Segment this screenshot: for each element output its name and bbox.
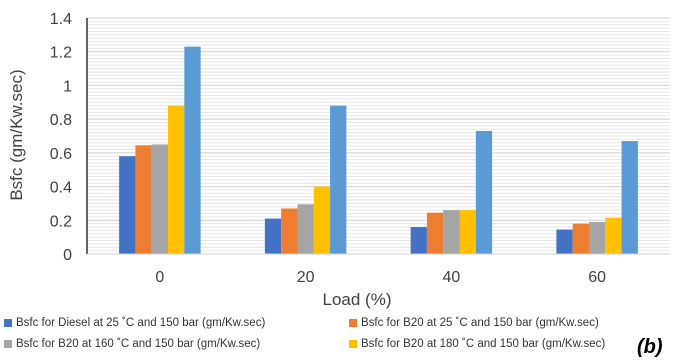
bar — [135, 145, 152, 254]
y-tick-label: 0.8 — [50, 112, 72, 129]
bar-chart: 0 0.2 0.4 0.6 0.8 1 1.2 1.4 0 20 40 60 Bsfc (gm/Kw… — [7, 11, 670, 309]
legend-item-b20-160: Bsfc for B20 at 160 ˚C and 150 bar (gm/K… — [4, 338, 260, 350]
legend-swatch — [4, 340, 12, 348]
y-tick-label: 0.6 — [50, 146, 72, 163]
panel-label: (b) — [637, 336, 663, 358]
bar — [264, 218, 282, 254]
bar — [151, 144, 169, 254]
x-tick-label: 20 — [297, 269, 315, 286]
bar — [588, 221, 606, 254]
x-tick-labels: 0 20 40 60 — [155, 269, 606, 286]
bar — [184, 46, 201, 255]
bar — [443, 210, 460, 254]
bar — [281, 208, 298, 254]
y-tick-label: 1 — [63, 78, 72, 95]
bar — [459, 210, 476, 254]
y-tick-label: 1.4 — [50, 11, 72, 28]
legend-item-b20-25: Bsfc for B20 at 25 ˚C and 150 bar (gm/Kw… — [349, 317, 599, 329]
y-tick-label: 0.4 — [50, 180, 72, 197]
bar — [119, 156, 136, 254]
legend: Bsfc for Diesel at 25 ˚C and 150 bar (gm… — [0, 312, 675, 361]
bar — [556, 229, 573, 254]
y-tick-label: 0 — [63, 247, 72, 264]
axes — [86, 18, 670, 255]
legend-swatch — [349, 319, 357, 327]
bar — [297, 204, 314, 254]
y-axis-label: Bsfc (gm/Kw.sec) — [7, 69, 26, 200]
legend-label: Bsfc for Diesel at 25 ˚C and 150 bar (gm… — [16, 317, 266, 329]
bar — [330, 105, 347, 255]
legend-swatch — [4, 319, 12, 327]
bar — [313, 186, 331, 254]
bar — [168, 105, 185, 255]
x-tick-label: 40 — [442, 269, 460, 286]
legend-label: Bsfc for B20 at 160 ˚C and 150 bar (gm/K… — [16, 338, 261, 350]
x-tick-label: 60 — [588, 269, 606, 286]
x-axis-label: Load (%) — [323, 290, 392, 309]
bar — [475, 130, 493, 254]
bar — [572, 223, 589, 254]
bar — [605, 217, 622, 254]
legend-item-diesel-25: Bsfc for Diesel at 25 ˚C and 150 bar (gm… — [4, 317, 265, 329]
legend-swatch — [349, 340, 357, 348]
bar — [410, 227, 427, 254]
bar — [426, 212, 444, 254]
y-tick-label: 0.2 — [50, 213, 72, 230]
legend-label: Bsfc for B20 at 180 ˚C and 150 bar (gm/K… — [361, 338, 606, 350]
legend-label: Bsfc for B20 at 25 ˚C and 150 bar (gm/Kw… — [361, 317, 599, 329]
bar — [621, 141, 638, 254]
legend-item-b20-180: Bsfc for B20 at 180 ˚C and 150 bar (gm/K… — [349, 338, 605, 350]
x-tick-label: 0 — [155, 269, 164, 286]
y-tick-label: 1.2 — [50, 45, 72, 62]
y-tick-labels: 0 0.2 0.4 0.6 0.8 1 1.2 1.4 — [50, 11, 72, 264]
bars — [119, 46, 638, 255]
